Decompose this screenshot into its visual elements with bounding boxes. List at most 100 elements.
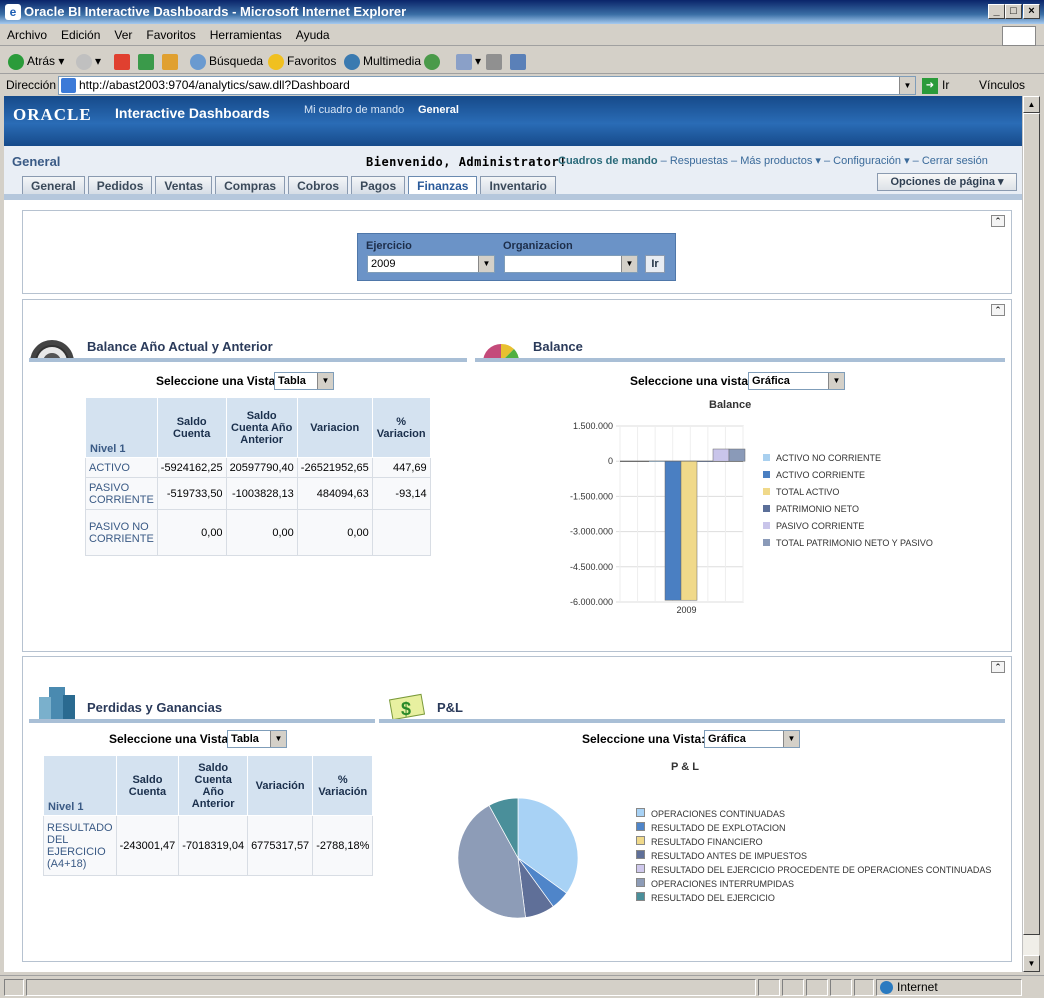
table-cell: -243001,47: [115, 815, 180, 876]
collapse-icon[interactable]: ⌃: [991, 215, 1005, 227]
legend-label: ACTIVO CORRIENTE: [776, 470, 866, 480]
refresh-button[interactable]: [138, 51, 157, 71]
organizacion-select[interactable]: ▼: [504, 255, 638, 273]
bar: [664, 460, 682, 601]
go-button[interactable]: ➜ Ir: [922, 76, 972, 95]
link-settings[interactable]: Configuración: [833, 155, 902, 167]
tab-ventas[interactable]: Ventas: [155, 176, 213, 194]
stop-button[interactable]: [114, 51, 133, 71]
row-label[interactable]: PASIVO CORRIENTE: [85, 477, 158, 510]
y-tick-label: -6.000.000: [570, 597, 613, 607]
print-button[interactable]: [486, 51, 505, 71]
bar: [649, 461, 665, 462]
vertical-scrollbar[interactable]: ▲ ▼: [1022, 96, 1040, 972]
balance-bar-chart: 1.500.000 0 -1.500.000 -3.000.000 -4.500.000…: [570, 421, 746, 615]
search-button[interactable]: Búsqueda: [190, 51, 263, 71]
tab-inventario[interactable]: Inventario: [480, 176, 556, 194]
legend-label: RESULTADO DEL EJERCICIO PROCEDENTE DE OP…: [651, 865, 992, 875]
row-label[interactable]: RESULTADO DEL EJERCICIO (A4+18): [43, 815, 117, 876]
prompt-go-button[interactable]: Ir: [645, 255, 665, 273]
y-tick-label: 1.500.000: [573, 421, 613, 431]
general-dashboard-link[interactable]: General: [418, 104, 459, 116]
balance-chart-view-select[interactable]: Gráfica ▼: [748, 372, 845, 390]
bar: [712, 448, 730, 462]
collapse-icon[interactable]: ⌃: [991, 304, 1005, 316]
table-cell: -1003828,13: [225, 477, 298, 510]
menu-favoritos[interactable]: Favoritos: [146, 28, 196, 42]
table-cell: [371, 509, 431, 556]
table-cell: -7018319,04: [178, 815, 249, 876]
pl-chart-view-select[interactable]: Gráfica ▼: [704, 730, 800, 748]
minimize-button[interactable]: _: [988, 4, 1005, 19]
menu-herramientas[interactable]: Herramientas: [209, 28, 282, 42]
subheader: General Bienvenido, Administrator! Cuadr…: [4, 146, 1022, 194]
home-button[interactable]: [162, 51, 181, 71]
legend-item: PATRIMONIO NETO: [763, 501, 933, 518]
legend-swatch: [763, 505, 770, 512]
page-options-button[interactable]: Opciones de página ▾: [877, 173, 1017, 191]
menu-edicion[interactable]: Edición: [61, 28, 101, 42]
legend-item: RESULTADO DEL EJERCICIO PROCEDENTE DE OP…: [636, 863, 991, 877]
legend-label: RESULTADO ANTES DE IMPUESTOS: [651, 851, 808, 861]
back-button[interactable]: Atrás ▾: [8, 51, 64, 71]
address-url: http://abast2003:9704/analytics/saw.dll?…: [79, 78, 350, 92]
address-input[interactable]: http://abast2003:9704/analytics/saw.dll?…: [58, 76, 916, 95]
menu-archivo[interactable]: Archivo: [7, 28, 48, 42]
pl-table-view-select[interactable]: Tabla ▼: [227, 730, 287, 748]
menu-ayuda[interactable]: Ayuda: [295, 28, 330, 42]
browser-toolbar: Atrás ▾ ▾ Búsqueda Favoritos Multimedia …: [0, 47, 1044, 74]
mail-button[interactable]: ▾: [456, 51, 481, 71]
page-viewport: ORACLE Interactive Dashboards Mi cuadro …: [4, 96, 1022, 972]
media-button[interactable]: Multimedia: [344, 51, 421, 71]
balance-chart-title: Balance: [533, 339, 583, 354]
welcome-text: Bienvenido, Administrator!: [366, 155, 567, 169]
pl-table-title: Perdidas y Ganancias: [87, 700, 223, 715]
legend-label: TOTAL ACTIVO: [776, 487, 840, 497]
row-label[interactable]: PASIVO NO CORRIENTE: [85, 509, 158, 556]
legend-label: TOTAL PATRIMONIO NETO Y PASIVO: [776, 538, 933, 548]
status-zone: Internet: [876, 979, 1022, 996]
balance-table-view-select[interactable]: Tabla ▼: [274, 372, 334, 390]
tab-finanzas[interactable]: Finanzas: [408, 176, 478, 194]
tab-pedidos[interactable]: Pedidos: [87, 176, 153, 194]
scroll-thumb[interactable]: [1023, 113, 1040, 935]
link-more-products[interactable]: Más productos: [740, 155, 813, 167]
scroll-up-icon[interactable]: ▲: [1023, 96, 1040, 113]
address-dropdown-icon[interactable]: ▼: [899, 77, 915, 94]
x-tick-label: 2009: [676, 605, 696, 615]
history-button[interactable]: [424, 51, 443, 71]
links-button[interactable]: Vínculos: [979, 78, 1026, 92]
buildings-icon: [39, 687, 75, 719]
table-cell: 0,00: [156, 509, 227, 556]
window-title-bar[interactable]: e Oracle BI Interactive Dashboards - Mic…: [0, 0, 1044, 24]
menu-ver[interactable]: Ver: [114, 28, 133, 42]
link-dashboards[interactable]: Cuadros de mando: [558, 155, 658, 167]
chevron-down-icon: ▼: [317, 373, 333, 389]
home-icon: [162, 53, 178, 70]
bar: [697, 461, 713, 462]
forward-button[interactable]: ▾: [76, 51, 101, 71]
legend-label: OPERACIONES CONTINUADAS: [651, 809, 786, 819]
favorites-button[interactable]: Favoritos: [268, 51, 336, 71]
maximize-button[interactable]: □: [1005, 4, 1022, 19]
edit-button[interactable]: [510, 51, 529, 71]
collapse-icon[interactable]: ⌃: [991, 661, 1005, 673]
my-dashboard-link[interactable]: Mi cuadro de mando: [304, 104, 405, 116]
tab-cobros[interactable]: Cobros: [288, 176, 349, 194]
history-icon: [424, 53, 440, 70]
tab-general[interactable]: General: [22, 176, 85, 194]
chevron-down-icon: ▼: [270, 731, 286, 747]
close-button[interactable]: ×: [1023, 4, 1040, 19]
y-tick-label: -4.500.000: [570, 562, 613, 572]
link-answers[interactable]: Respuestas: [669, 155, 728, 167]
scroll-down-icon[interactable]: ▼: [1023, 955, 1040, 972]
ejercicio-select[interactable]: 2009 ▼: [367, 255, 495, 273]
link-logout[interactable]: Cerrar sesión: [921, 155, 988, 167]
tab-pagos[interactable]: Pagos: [351, 176, 406, 194]
page-icon: [61, 78, 76, 93]
mail-icon: [456, 53, 472, 70]
tab-compras[interactable]: Compras: [215, 176, 286, 194]
row-label[interactable]: ACTIVO: [85, 457, 158, 478]
pie-slice: [457, 804, 526, 919]
column-header: Saldo Cuenta Año Anterior: [178, 755, 249, 816]
